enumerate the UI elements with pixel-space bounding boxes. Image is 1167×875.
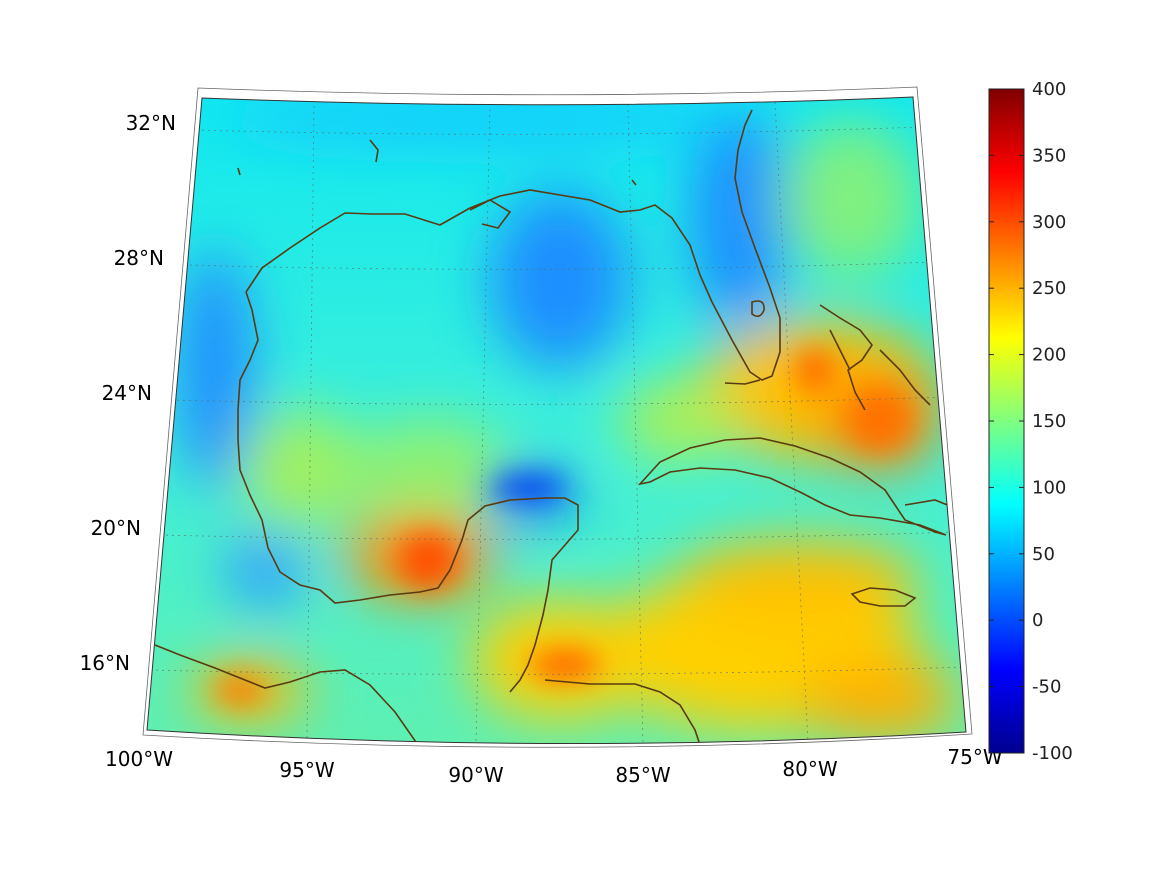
latitude-labels: 32°N 28°N 24°N 20°N 16°N [80,111,176,675]
coastline-bahamas [819,304,931,411]
lon-label-95: 95°W [279,758,334,782]
colorbar-label: 250 [1032,278,1066,299]
lat-label-28: 28°N [114,246,164,270]
colorbar-label: -100 [1032,743,1073,764]
lat-label-20: 20°N [91,516,141,540]
coastline-bays [237,139,637,229]
graticule [149,99,966,744]
colorbar-label: 150 [1032,411,1066,432]
lon-label-100: 100°W [105,747,173,771]
map-frame [146,96,967,745]
colorbar-labels: 400 350 300 250 200 150 100 50 0 -50 -100 [1032,79,1073,764]
colorbar: 400 350 300 250 200 150 100 50 0 -50 -100 [988,79,1073,764]
colorbar-label: 0 [1032,610,1043,631]
coastline-gulf-mainland [245,109,781,381]
lat-label-16: 16°N [80,651,130,675]
lon-label-90: 90°W [448,763,503,787]
map-frame-outer [142,86,973,748]
coastline-lake-okeechobee [751,300,765,318]
longitude-labels: 100°W 95°W 90°W 85°W 80°W 75°W [105,745,1003,787]
lon-label-80: 80°W [782,757,837,781]
coastlines [154,109,961,744]
coastline-pacific [154,644,419,744]
colorbar-label: 400 [1032,79,1066,100]
coastline-florida-keys [724,379,761,385]
coastline-mexico [237,291,579,693]
coastline-jamaica [850,587,917,607]
colorbar-label: 200 [1032,345,1066,366]
colorbar-label: 50 [1032,544,1055,565]
colorbar-gradient [988,88,1025,754]
colorbar-label: 300 [1032,212,1066,233]
colorbar-label: 350 [1032,145,1066,166]
coastline-central-america [544,679,701,744]
coastline-cuba [637,437,947,536]
map-panel: 32°N 28°N 24°N 20°N 16°N 100°W 95°W 90°W… [80,86,1003,787]
lat-label-32: 32°N [126,111,176,135]
colorbar-ticks [989,88,1024,754]
lon-label-85: 85°W [615,763,670,787]
colorbar-label: 100 [1032,477,1066,498]
lat-label-24: 24°N [102,381,152,405]
heat-field [147,97,966,744]
colorbar-label: -50 [1032,677,1061,698]
